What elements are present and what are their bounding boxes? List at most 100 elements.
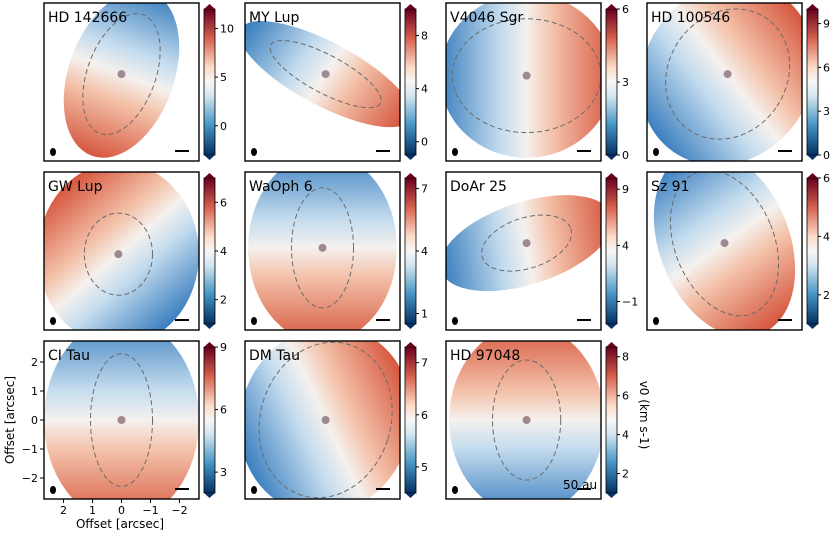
contour-hd-142666	[82, 13, 161, 136]
y-tick-label: 0	[31, 414, 38, 427]
x-tick-label: −2	[171, 504, 187, 517]
star-hd-142666	[117, 70, 126, 79]
beam-hd-142666	[50, 148, 56, 156]
frame-v4046-sgr	[445, 2, 602, 162]
colorbar-tick-label-dm-tau: 6	[421, 409, 428, 422]
colorbar-tick-label-hd-100546: 3	[823, 105, 830, 118]
colorbar-min-arrow-v4046-sgr	[606, 155, 617, 160]
y-tick-label: −2	[22, 472, 38, 485]
beam-my-lup	[251, 148, 257, 156]
y-axis-label: Offset [arcsec]	[3, 376, 17, 464]
colorbar-min-arrow-sz-91	[807, 324, 818, 329]
frame-hd-100546	[646, 2, 803, 162]
colorbar-tick-label-hd-100546: 0	[823, 149, 830, 162]
contour-gw-lup	[83, 212, 153, 296]
colorbar-tick-label-hd-100546: 6	[823, 61, 830, 74]
contour-my-lup	[269, 40, 382, 109]
colorbar-tick-label-ci-tau: 3	[220, 466, 227, 479]
colorbar-min-arrow-hd-97048	[606, 493, 617, 498]
beam-waoph-6	[251, 317, 257, 325]
colorbar-min-arrow-ci-tau	[204, 493, 215, 498]
scale-bar-hd-100546	[778, 150, 792, 152]
colorbar-max-arrow-my-lup	[405, 4, 416, 9]
colorbar-my-lup	[404, 8, 417, 156]
colorbar-ci-tau	[203, 346, 216, 494]
colorbar-tick-label-hd-142666: 5	[220, 71, 227, 84]
colorbar-min-arrow-doar-25	[606, 324, 617, 329]
contour-sz-91	[669, 172, 780, 317]
colorbar-max-arrow-waoph-6	[405, 173, 416, 178]
star-v4046-sgr	[522, 71, 531, 80]
contour-doar-25	[481, 214, 573, 272]
y-tick-label: 2	[31, 356, 38, 369]
colorbar-tick-label-dm-tau: 7	[421, 357, 428, 370]
star-hd-97048	[522, 416, 531, 424]
panel-v4046-sgr: V4046 Sgr 0 3 6	[445, 2, 629, 162]
contour-waoph-6	[291, 187, 354, 309]
colorbar-min-arrow-hd-100546	[807, 155, 818, 160]
beam-ci-tau	[50, 486, 56, 494]
colorbar-dm-tau	[404, 346, 417, 494]
colorbar-max-arrow-v4046-sgr	[606, 4, 617, 9]
colorbar-max-arrow-hd-100546	[807, 4, 818, 9]
contour-hd-100546	[665, 8, 791, 140]
scale-bar-hd-97048	[577, 488, 591, 490]
panel-title-dm-tau: DM Tau	[249, 348, 300, 364]
x-axis-label: Offset [arcsec]	[76, 517, 164, 531]
colorbar-tick-label-doar-25: −1	[622, 296, 638, 309]
frame-hd-142666	[43, 2, 200, 162]
colorbar-tick-label-sz-91: 6	[823, 172, 830, 185]
panel-my-lup: MY Lup 0 4 8	[244, 2, 428, 162]
colorbar-min-arrow-hd-142666	[204, 155, 215, 160]
star-waoph-6	[318, 243, 327, 252]
frame-doar-25	[445, 171, 602, 331]
colorbar-max-arrow-ci-tau	[204, 342, 215, 347]
colorbar-hd-142666	[203, 8, 216, 156]
disk-hd-142666	[63, 3, 180, 158]
contour-ci-tau	[90, 353, 153, 487]
star-my-lup	[321, 70, 330, 79]
colorbar-tick-label-v4046-sgr: 6	[622, 3, 629, 16]
colorbar-max-arrow-hd-97048	[606, 342, 617, 347]
frame-sz-91	[646, 171, 803, 331]
colorbar-tick-label-hd-97048: 8	[622, 351, 629, 364]
frame-gw-lup	[43, 171, 200, 331]
colorbar-min-arrow-my-lup	[405, 155, 416, 160]
panel-doar-25: DoAr 25 −1 4 9	[445, 171, 638, 331]
colorbar-tick-label-v4046-sgr: 0	[622, 149, 629, 162]
colorbar-max-arrow-hd-142666	[204, 4, 215, 9]
scale-bar-hd-142666	[175, 150, 189, 152]
colorbar-min-arrow-waoph-6	[405, 324, 416, 329]
panel-hd-97048: HD 97048 2 4 6 8	[445, 340, 629, 500]
panel-title-doar-25: DoAr 25	[450, 179, 507, 195]
beam-sz-91	[653, 317, 659, 325]
star-doar-25	[522, 239, 531, 248]
star-dm-tau	[321, 416, 330, 424]
colorbar-tick-label-gw-lup: 2	[220, 294, 227, 307]
contour-dm-tau	[258, 341, 393, 499]
beam-dm-tau	[251, 486, 257, 494]
x-tick-label: 1	[89, 504, 96, 517]
star-ci-tau	[117, 416, 126, 424]
colorbar-max-arrow-sz-91	[807, 173, 818, 178]
scale-bar-my-lup	[376, 150, 390, 152]
panel-gw-lup: GW Lup 2 4 6	[43, 171, 227, 331]
panel-title-v4046-sgr: V4046 Sgr	[450, 10, 523, 26]
colorbar-waoph-6	[404, 177, 417, 325]
scale-bar-doar-25	[577, 319, 591, 321]
colorbar-tick-label-gw-lup: 6	[220, 196, 227, 209]
colorbar-tick-label-ci-tau: 6	[220, 404, 227, 417]
colorbar-tick-label-waoph-6: 1	[421, 308, 428, 321]
colorbar-tick-label-waoph-6: 7	[421, 182, 428, 195]
panel-title-gw-lup: GW Lup	[48, 179, 103, 195]
contour-hd-97048	[491, 359, 562, 481]
x-tick-label: 2	[60, 504, 67, 517]
y-tick-label: −1	[22, 443, 38, 456]
frame-my-lup	[244, 2, 401, 162]
colorbar-tick-label-doar-25: 4	[622, 239, 629, 252]
panel-ci-tau: CI Tau 3 6 9	[43, 340, 227, 500]
beam-v4046-sgr	[452, 148, 458, 156]
colorbar-tick-label-my-lup: 0	[421, 136, 428, 149]
scale-bar-dm-tau	[376, 488, 390, 490]
